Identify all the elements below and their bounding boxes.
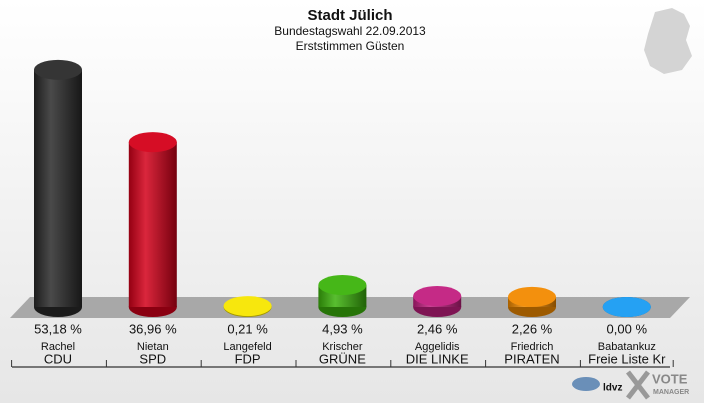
candidate-label: Rachel: [41, 341, 75, 353]
bar-top: [128, 132, 177, 153]
candidate-label: Nietan: [137, 341, 169, 353]
bar-top: [223, 296, 272, 317]
chart-title: Stadt Jülich: [307, 7, 392, 24]
value-label: 53,18 %: [34, 321, 82, 336]
bar: [128, 142, 177, 307]
logo-icon: [572, 377, 600, 391]
bar-top: [602, 297, 651, 317]
logo-cross: [626, 370, 650, 400]
value-label: 2,26 %: [512, 321, 553, 336]
candidate-label: Aggelidis: [415, 341, 460, 353]
bar-top: [413, 286, 462, 307]
candidate-label: Babatankuz: [598, 341, 656, 353]
candidate-label: Friedrich: [511, 341, 554, 353]
candidate-label: Langefeld: [223, 341, 271, 353]
chart-subtitle: Erststimmen Güsten: [296, 39, 405, 53]
value-label: 0,00 %: [607, 321, 648, 336]
party-label: FDP: [235, 351, 261, 366]
party-label: PIRATEN: [504, 351, 559, 366]
value-label: 36,96 %: [129, 321, 177, 336]
value-label: 2,46 %: [417, 321, 458, 336]
candidate-label: Krischer: [322, 341, 363, 353]
bar-top: [34, 59, 82, 80]
logo-text: ldvz: [603, 383, 622, 394]
value-label: 4,93 %: [322, 321, 363, 336]
party-label: SPD: [139, 351, 166, 366]
logo-text: VOTE: [652, 371, 688, 386]
party-label: GRÜNE: [319, 351, 366, 366]
bar-top: [508, 286, 556, 307]
chart-subtitle: Bundestagswahl 22.09.2013: [274, 24, 426, 38]
party-label: CDU: [44, 351, 72, 366]
value-label: 0,21 %: [227, 321, 268, 336]
bar: [34, 69, 82, 307]
party-label: Freie Liste Kr: [588, 351, 666, 366]
party-label: DIE LINKE: [406, 351, 469, 366]
bar-top: [318, 275, 367, 296]
map-outline: [644, 8, 692, 74]
logo-text: MANAGER: [653, 389, 689, 396]
